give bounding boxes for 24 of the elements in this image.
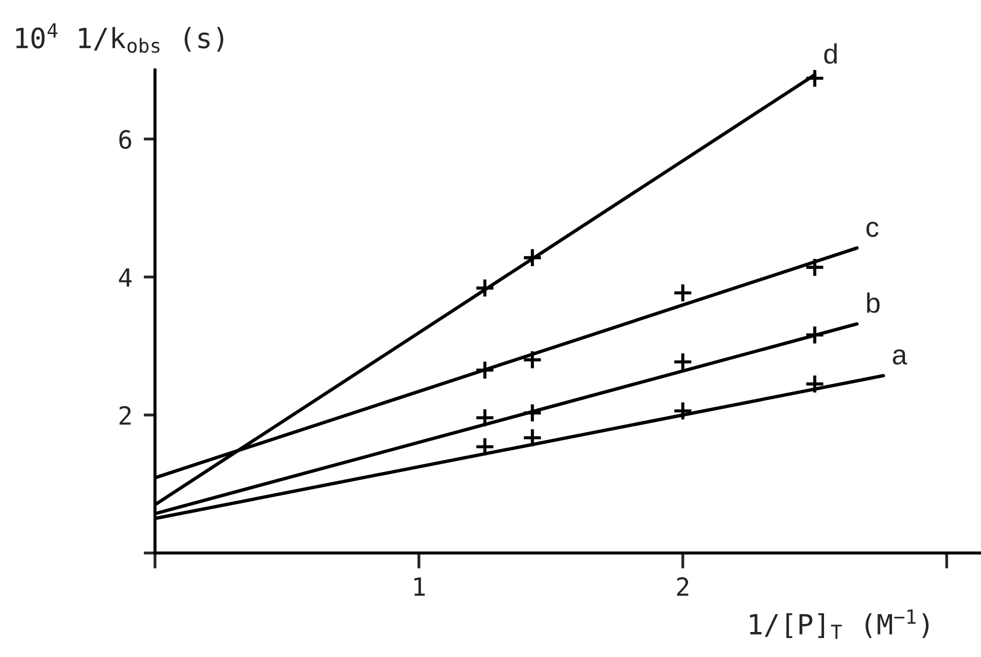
x-tick-label: 1 xyxy=(414,578,425,596)
point xyxy=(474,278,495,298)
y-tick-label: 4 xyxy=(118,268,132,287)
y-tick-label: 6 xyxy=(119,130,132,149)
point xyxy=(474,436,495,457)
point xyxy=(474,408,495,428)
series-label: c xyxy=(866,222,878,237)
point xyxy=(522,402,542,423)
text: 10$^{4}$ 1/k$_{obs}$ (s) xyxy=(16,23,224,53)
point xyxy=(672,282,693,303)
point xyxy=(522,350,542,370)
series-label: d xyxy=(824,43,837,64)
series-label: b xyxy=(867,292,880,313)
y-tick-label: 2 xyxy=(120,406,131,425)
point xyxy=(804,374,825,394)
point xyxy=(804,257,825,278)
point xyxy=(672,352,693,372)
series-label: a xyxy=(892,349,908,365)
point xyxy=(522,248,542,268)
point xyxy=(522,428,542,448)
point xyxy=(672,400,693,421)
text: 1/[P]$_{T}$ (M$^{−1}$) xyxy=(750,610,929,639)
point xyxy=(804,324,825,345)
point xyxy=(474,360,495,380)
